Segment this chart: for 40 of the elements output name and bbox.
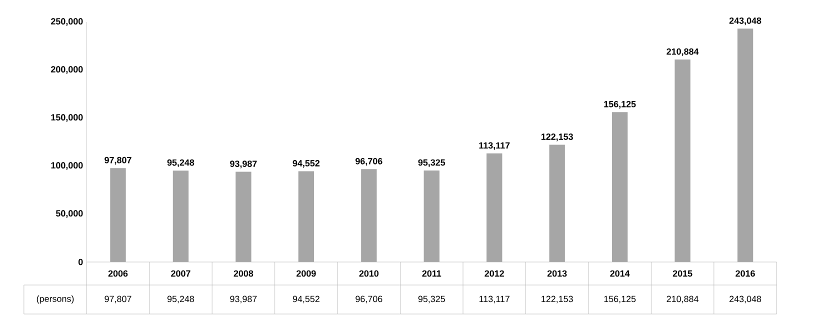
data-label: 97,807	[104, 296, 132, 304]
text: (persons)	[36, 295, 74, 304]
data-label: 95,248	[167, 296, 194, 304]
data-label: 96,706	[356, 296, 382, 304]
text: 156,125	[604, 100, 636, 109]
x-tick-label: 2011	[422, 270, 442, 277]
y-tick-label: 100,000	[51, 162, 83, 170]
x-tick-label: 2009	[296, 270, 316, 277]
data-label: 93,987	[230, 296, 257, 304]
x-tick-label: 2013	[547, 270, 567, 277]
x-tick-label: 2012	[484, 270, 504, 277]
text: 210,884	[666, 48, 699, 56]
text: 96,706	[356, 158, 382, 166]
data-label: 156,125	[604, 296, 636, 304]
x-tick-label: 2014	[610, 270, 630, 277]
data-label: 113,117	[480, 296, 510, 304]
y-tick-label: 50,000	[56, 210, 83, 218]
text: 97,807	[104, 156, 132, 165]
x-tick-label: 2010	[359, 270, 379, 277]
data-label: 210,884	[666, 296, 698, 304]
text: 113,117	[479, 142, 510, 150]
text: 93,987	[230, 160, 257, 168]
x-tick-label: 2006	[108, 270, 128, 277]
text: 243,048	[729, 18, 762, 26]
data-label: 243,048	[730, 296, 762, 304]
y-tick-label: 250,000	[51, 18, 83, 26]
text: 94,552	[292, 160, 320, 168]
y-tick-label: 0	[78, 258, 83, 266]
x-tick-label: 2007	[171, 270, 190, 277]
y-tick-label: 150,000	[51, 114, 83, 122]
text: 95,325	[418, 159, 446, 167]
data-label: 95,325	[418, 296, 445, 304]
x-tick-label: 2016	[736, 270, 755, 277]
x-tick-label: 2015	[672, 270, 692, 277]
text: 95,248	[167, 159, 194, 168]
text: 122,153	[541, 134, 573, 142]
x-tick-label: 2008	[234, 270, 254, 277]
data-label: 122,153	[542, 296, 573, 304]
y-tick-label: 200,000	[51, 66, 83, 74]
data-label: 94,552	[292, 296, 320, 304]
